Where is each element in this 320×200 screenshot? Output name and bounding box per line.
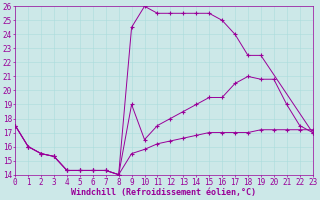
X-axis label: Windchill (Refroidissement éolien,°C): Windchill (Refroidissement éolien,°C) bbox=[71, 188, 256, 197]
